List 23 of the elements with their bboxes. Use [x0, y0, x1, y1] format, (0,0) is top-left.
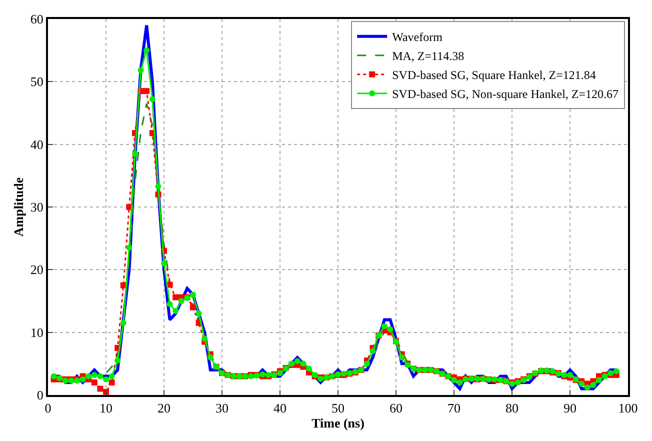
- y-tick-label: 40: [30, 136, 44, 152]
- legend-label: MA, Z=114.38: [392, 49, 464, 64]
- x-tick-label: 50: [332, 400, 344, 416]
- x-axis-title: Time (ns): [312, 416, 364, 431]
- y-axis-title: Amplitude: [10, 177, 26, 237]
- x-tick-label: 30: [216, 400, 228, 416]
- x-tick-label: 20: [158, 400, 170, 416]
- x-tick-label: 80: [506, 400, 518, 416]
- y-tick-label: 20: [30, 262, 44, 278]
- y-tick-label: 30: [30, 200, 44, 215]
- x-tick-label: 40: [274, 400, 286, 416]
- x-tick-label: 60: [390, 400, 402, 416]
- legend-label: SVD-based SG, Non-square Hankel, Z=120.67: [392, 87, 619, 102]
- x-tick-label: 90: [564, 400, 576, 416]
- x-tick-label: 70: [448, 400, 460, 416]
- legend-label: Waveform: [392, 30, 444, 44]
- y-tick-label: 50: [30, 74, 44, 90]
- x-tick-label: 10: [100, 400, 112, 416]
- y-tick-label: 0: [36, 388, 44, 403]
- x-tick-label: 100: [618, 400, 638, 416]
- y-tick-label: 10: [30, 324, 44, 340]
- y-tick-label: 60: [30, 12, 44, 27]
- legend-label: SVD-based SG, Square Hankel, Z=121.84: [392, 68, 596, 82]
